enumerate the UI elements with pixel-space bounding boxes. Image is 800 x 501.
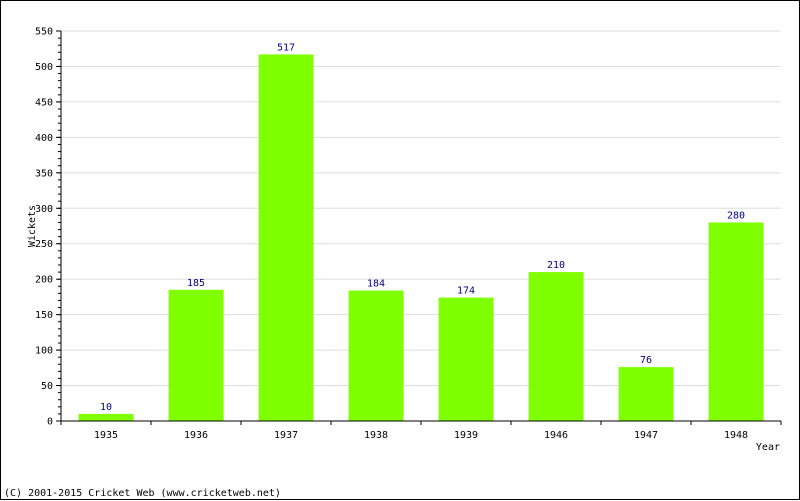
- bar-value-label: 280: [727, 210, 745, 221]
- x-tick-label: 1938: [364, 430, 388, 441]
- y-tick-label: 0: [47, 417, 53, 428]
- bar: [258, 54, 314, 422]
- x-tick-label: 1935: [94, 430, 118, 441]
- y-tick-label: 550: [35, 27, 53, 38]
- y-tick-label: 400: [35, 133, 53, 144]
- bar-value-label: 76: [640, 355, 652, 366]
- x-axis-title: Year: [756, 442, 780, 453]
- y-tick-label: 100: [35, 346, 53, 357]
- x-tick-label: 1946: [544, 430, 568, 441]
- y-tick-label: 250: [35, 239, 53, 250]
- x-tick-label: 1947: [634, 430, 658, 441]
- bar-value-label: 517: [277, 42, 295, 53]
- bar-value-label: 10: [100, 402, 112, 413]
- bar-value-label: 185: [187, 278, 205, 289]
- x-ticks-layer: 1935 1936 1937 1938 1939 1946 1947 1948: [60, 421, 782, 441]
- bar-value-label: 184: [367, 279, 385, 290]
- bar: [438, 297, 494, 421]
- y-tick-label: 50: [41, 381, 53, 392]
- y-tick-label: 500: [35, 62, 53, 73]
- y-tick-label: 350: [35, 168, 53, 179]
- y-tick-label: 200: [35, 275, 53, 286]
- bar: [618, 367, 674, 421]
- x-tick-label: 1948: [724, 430, 748, 441]
- y-tick-label: 450: [35, 97, 53, 108]
- bars-layer: [78, 54, 764, 422]
- copyright-text: (C) 2001-2015 Cricket Web (www.cricketwe…: [4, 488, 281, 499]
- bar: [78, 413, 134, 421]
- x-tick-label: 1937: [274, 430, 298, 441]
- bar-value-label: 174: [457, 286, 475, 297]
- value-labels-layer: 10 185 517 184 174 210 76 280: [100, 42, 745, 413]
- x-tick-label: 1939: [454, 430, 478, 441]
- bar: [168, 289, 224, 421]
- bar-value-label: 210: [547, 260, 565, 271]
- y-tick-label: 300: [35, 204, 53, 215]
- bar: [348, 290, 404, 421]
- bar: [708, 222, 764, 421]
- y-axis-title: Wickets: [27, 205, 38, 247]
- y-ticks-layer: 0 50 100 150 200 250 300 350 400 450 500 550: [35, 27, 61, 428]
- x-tick-label: 1936: [184, 430, 208, 441]
- y-tick-label: 150: [35, 310, 53, 321]
- bar: [528, 272, 584, 421]
